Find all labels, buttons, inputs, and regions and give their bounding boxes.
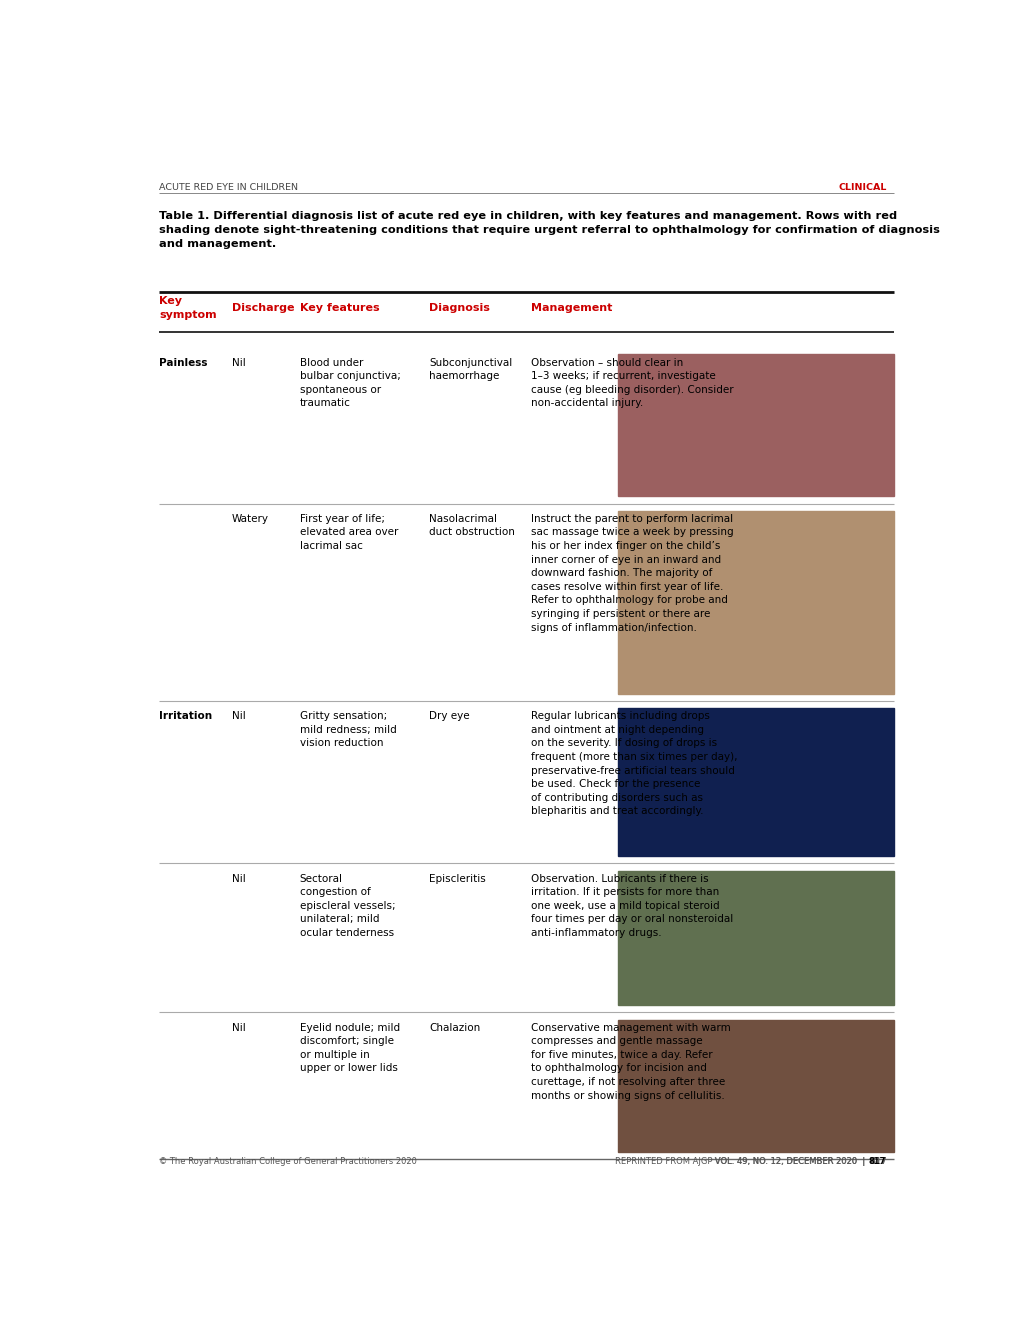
Text: Conservative management with warm
compresses and gentle massage
for five minutes: Conservative management with warm compre… <box>530 1023 730 1100</box>
Text: REPRINTED FROM AJGP VOL. 49, NO. 12, DECEMBER 2020  |  817: REPRINTED FROM AJGP VOL. 49, NO. 12, DEC… <box>614 1156 886 1165</box>
Text: Diagnosis: Diagnosis <box>429 303 490 314</box>
Bar <box>618 355 894 497</box>
Bar <box>618 511 894 694</box>
Text: Nil: Nil <box>231 1023 246 1033</box>
Text: © The Royal Australian College of General Practitioners 2020: © The Royal Australian College of Genera… <box>159 1156 417 1165</box>
Text: Painless: Painless <box>159 358 208 367</box>
Text: Key: Key <box>159 296 182 306</box>
Text: Chalazion: Chalazion <box>429 1023 480 1033</box>
Bar <box>618 1020 894 1152</box>
Text: Nasolacrimal
duct obstruction: Nasolacrimal duct obstruction <box>429 514 515 538</box>
Text: ACUTE RED EYE IN CHILDREN: ACUTE RED EYE IN CHILDREN <box>159 183 298 192</box>
Text: symptom: symptom <box>159 310 216 320</box>
Text: Subconjunctival
haemorrhage: Subconjunctival haemorrhage <box>429 358 513 382</box>
Text: Regular lubricants including drops
and ointment at night depending
on the severi: Regular lubricants including drops and o… <box>530 712 737 817</box>
Text: Gritty sensation;
mild redness; mild
vision reduction: Gritty sensation; mild redness; mild vis… <box>300 712 396 749</box>
Text: Nil: Nil <box>231 712 246 721</box>
Text: CLINICAL: CLINICAL <box>838 183 886 192</box>
Text: Nil: Nil <box>231 358 246 367</box>
Text: Management: Management <box>530 303 611 314</box>
Bar <box>618 870 894 1005</box>
Text: Instruct the parent to perform lacrimal
sac massage twice a week by pressing
his: Instruct the parent to perform lacrimal … <box>530 514 733 633</box>
Text: 817: 817 <box>868 1156 886 1165</box>
Text: Watery: Watery <box>231 514 269 523</box>
Text: VOL. 49, NO. 12, DECEMBER 2020  |  817: VOL. 49, NO. 12, DECEMBER 2020 | 817 <box>711 1156 886 1165</box>
Text: Sectoral
congestion of
episcleral vessels;
unilateral; mild
ocular tenderness: Sectoral congestion of episcleral vessel… <box>300 873 395 939</box>
Text: Episcleritis: Episcleritis <box>429 873 486 884</box>
Text: Discharge: Discharge <box>231 303 294 314</box>
Text: Dry eye: Dry eye <box>429 712 470 721</box>
Text: Observation. Lubricants if there is
irritation. If it persists for more than
one: Observation. Lubricants if there is irri… <box>530 873 733 939</box>
Text: Observation – should clear in
1–3 weeks; if recurrent, investigate
cause (eg ble: Observation – should clear in 1–3 weeks;… <box>530 358 733 409</box>
Bar <box>618 708 894 856</box>
Text: Table 1. Differential diagnosis list of acute red eye in children, with key feat: Table 1. Differential diagnosis list of … <box>159 211 940 250</box>
Text: First year of life;
elevated area over
lacrimal sac: First year of life; elevated area over l… <box>300 514 397 551</box>
Text: Key features: Key features <box>300 303 379 314</box>
Text: Blood under
bulbar conjunctiva;
spontaneous or
traumatic: Blood under bulbar conjunctiva; spontane… <box>300 358 400 409</box>
Text: Nil: Nil <box>231 873 246 884</box>
Text: Irritation: Irritation <box>159 712 212 721</box>
Text: Eyelid nodule; mild
discomfort; single
or multiple in
upper or lower lids: Eyelid nodule; mild discomfort; single o… <box>300 1023 399 1073</box>
